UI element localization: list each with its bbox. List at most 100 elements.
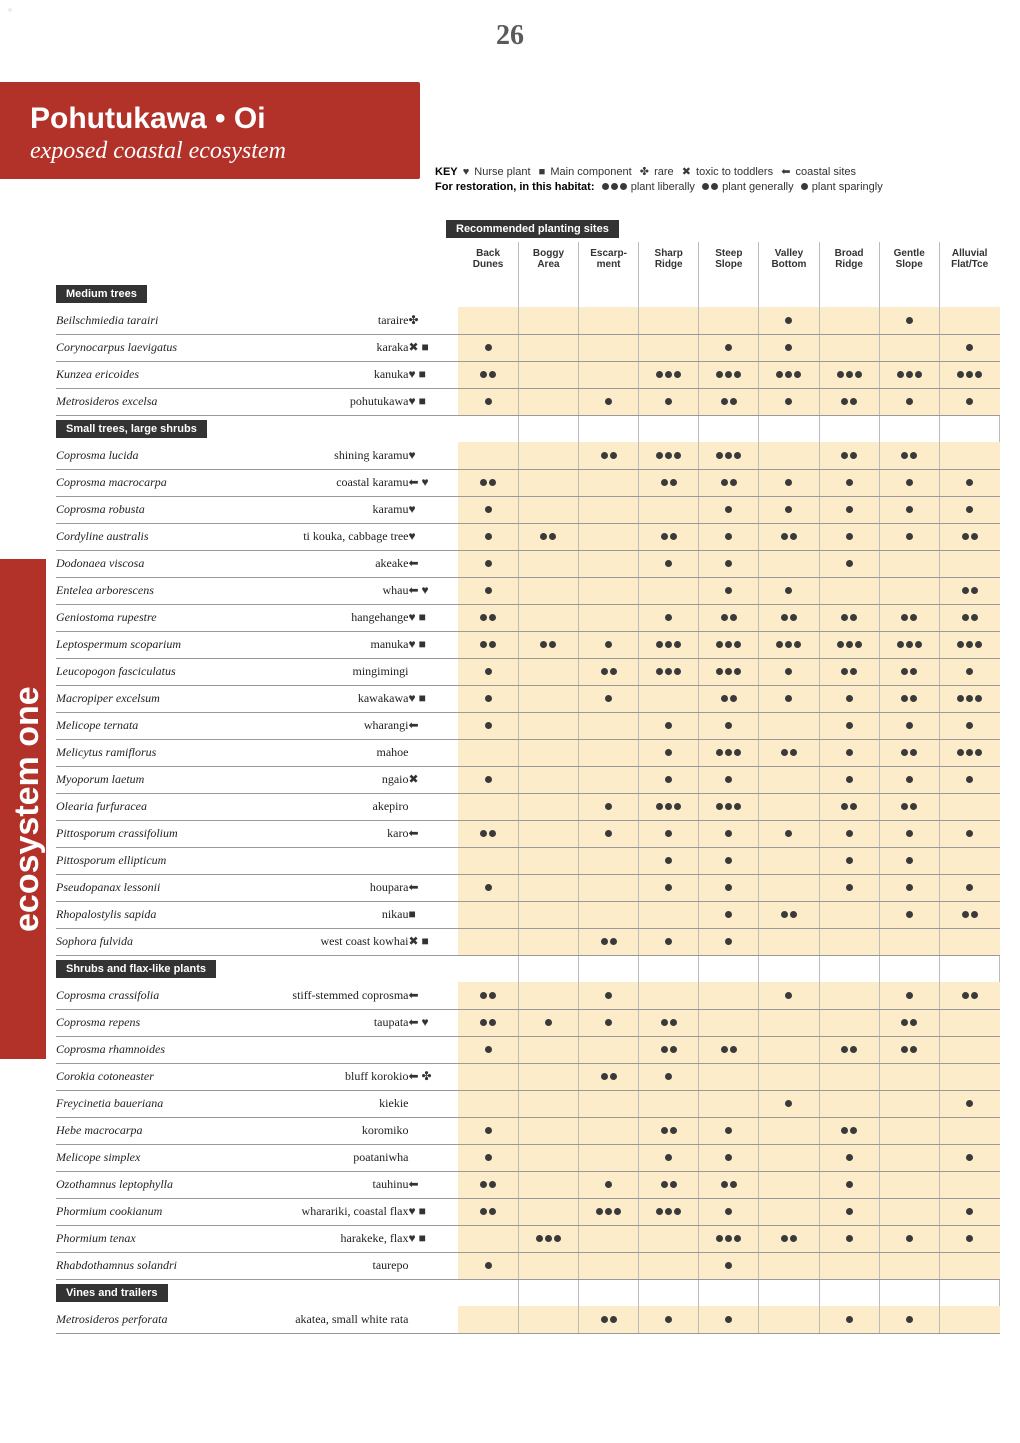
key-symbols: ⬅ ♥ [409,577,459,604]
common-name [263,1036,408,1063]
site-cell [819,1090,879,1117]
site-cell [819,1171,879,1198]
site-cell [639,928,699,955]
site-cell [518,388,578,415]
site-header-label: Recommended planting sites [446,220,619,238]
common-name: karo [263,820,408,847]
site-cell [639,388,699,415]
key-symbols: ♥ ■ [409,604,459,631]
site-cell [458,793,518,820]
site-cell [879,523,939,550]
site-cell [819,1306,879,1333]
site-cell [458,550,518,577]
site-cell [699,1117,759,1144]
site-cell [458,307,518,334]
plant-table-body: Medium treesBeilschmiedia tarairitaraire… [56,280,1000,1333]
table-row: Metrosideros excelsapohutukawa♥ ■ [56,388,1000,415]
key-symbols: ⬅ ✤ [409,1063,459,1090]
key-symbols [409,658,459,685]
site-cell [458,361,518,388]
site-cell [939,982,999,1009]
common-name: west coast kowhai [263,928,408,955]
site-cell [579,874,639,901]
site-cell [458,442,518,469]
site-cell [579,739,639,766]
site-cell [879,928,939,955]
common-name: poataniwha [263,1144,408,1171]
site-cell [579,469,639,496]
site-cell [518,1252,578,1279]
site-cell [759,1090,819,1117]
site-cell [879,1063,939,1090]
site-cell [699,550,759,577]
common-name: coastal karamu [263,469,408,496]
site-cell [639,739,699,766]
site-cell [699,307,759,334]
site-cell [939,442,999,469]
site-cell [579,388,639,415]
common-name: akatea, small white rata [263,1306,408,1333]
site-cell [579,1009,639,1036]
site-cell [579,1306,639,1333]
table-row: Metrosideros perforataakatea, small whit… [56,1306,1000,1333]
site-cell [759,550,819,577]
site-cell [639,523,699,550]
site-cell [458,577,518,604]
key-symbols [409,793,459,820]
site-cell [579,1144,639,1171]
site-cell [759,1171,819,1198]
site-cell [939,766,999,793]
site-cell [579,361,639,388]
key-symbols: ♥ [409,496,459,523]
site-cell [819,1252,879,1279]
scientific-name: Kunzea ericoides [56,361,263,388]
site-cell [819,469,879,496]
site-cell [639,847,699,874]
site-cell [579,1090,639,1117]
site-cell [639,712,699,739]
site-cell [939,334,999,361]
site-cell [759,1063,819,1090]
site-cell [579,685,639,712]
site-cell [939,1171,999,1198]
site-cell [518,766,578,793]
site-cell [819,712,879,739]
site-cell [939,577,999,604]
site-cell [579,631,639,658]
table-row: Cordyline australisti kouka, cabbage tre… [56,523,1000,550]
site-cell [639,793,699,820]
common-name: mingimingi [263,658,408,685]
site-cell [458,1144,518,1171]
site-cell [819,361,879,388]
scientific-name: Macropiper excelsum [56,685,263,712]
site-cell [639,577,699,604]
site-cell [639,307,699,334]
site-cell [699,847,759,874]
site-cell [458,523,518,550]
header-banner: Pohutukawa • Oi exposed coastal ecosyste… [0,82,420,179]
site-cell [518,685,578,712]
column-header: SteepSlope [699,242,759,280]
site-cell [879,793,939,820]
table-row: Leptospermum scopariummanuka♥ ■ [56,631,1000,658]
site-cell [819,334,879,361]
site-cell [699,577,759,604]
site-cell [579,928,639,955]
site-cell [579,1252,639,1279]
table-row: Geniostoma rupestrehangehange♥ ■ [56,604,1000,631]
site-cell [518,1198,578,1225]
common-name [263,847,408,874]
common-name: akepiro [263,793,408,820]
key-symbols: ⬅ [409,982,459,1009]
site-cell [579,550,639,577]
site-cell [579,496,639,523]
site-cell [639,1171,699,1198]
site-cell [759,1036,819,1063]
scientific-name: Coprosma repens [56,1009,263,1036]
site-cell [579,712,639,739]
site-cell [759,469,819,496]
site-cell [458,1009,518,1036]
site-cell [879,577,939,604]
site-cell [639,658,699,685]
site-cell [579,334,639,361]
